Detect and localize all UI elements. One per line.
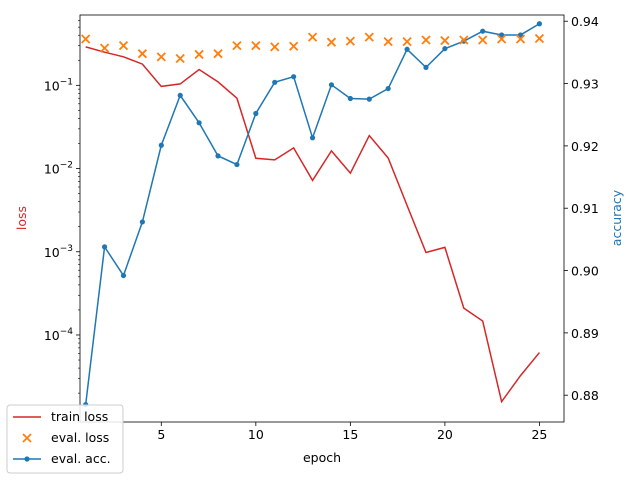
eval-acc-point <box>309 135 316 141</box>
eval-loss-marker <box>156 52 166 62</box>
y-right-tick-label: 0.92 <box>571 139 599 154</box>
eval-loss-marker <box>99 43 110 53</box>
eval-acc-point <box>499 32 505 38</box>
eval-acc-point <box>253 110 259 117</box>
legend: train loss eval. loss eval. acc. <box>6 404 124 474</box>
eval-loss-marker <box>402 36 412 47</box>
eval-acc-point <box>442 46 448 52</box>
eval-loss-marker <box>496 34 507 44</box>
eval-loss-marker <box>232 40 242 51</box>
eval-acc-point <box>536 21 543 27</box>
eval-acc-point <box>385 85 391 92</box>
eval-loss-marker <box>137 49 148 59</box>
eval-acc-point <box>347 95 353 102</box>
eval-acc-point <box>517 32 524 38</box>
eval-acc-point <box>177 92 183 99</box>
x-axis: 5 10 15 20 25 <box>157 422 547 442</box>
eval-loss-marker <box>118 40 129 51</box>
eval-loss-marker <box>213 49 223 59</box>
legend-eval-acc-label: eval. acc. <box>51 451 111 466</box>
eval-acc-point <box>196 120 202 126</box>
eval-loss-marker <box>307 32 318 42</box>
eval-acc-point <box>328 82 335 88</box>
y-left-tick-label: 10−3 <box>44 244 73 260</box>
eval-acc-point <box>101 244 108 250</box>
x-tick-label: 15 <box>342 427 358 442</box>
y-left-tick-label: 10−4 <box>44 327 73 343</box>
legend-eval-acc-swatch <box>13 456 41 462</box>
plot-area <box>79 14 565 423</box>
right-axis: 0.88 0.89 0.90 0.91 0.92 0.93 0.94 <box>564 14 599 403</box>
eval-loss-marker <box>459 35 469 45</box>
x-tick-label: 10 <box>248 427 264 442</box>
eval-loss-marker <box>534 33 545 44</box>
eval-loss-marker <box>440 35 450 46</box>
left-axis: 10−4 10−3 10−2 10−1 <box>44 20 80 423</box>
eval-loss-marker <box>421 35 431 45</box>
y-right-tick-label: 0.88 <box>571 388 599 403</box>
eval-loss-marker <box>289 41 299 51</box>
train-loss-line <box>85 46 541 404</box>
series-layer <box>81 21 545 408</box>
y-right-axis-title: accuracy <box>609 189 624 246</box>
legend-eval-loss-swatch <box>22 433 32 443</box>
eval-loss-marker <box>194 49 204 60</box>
y-left-tick-label: 10−1 <box>44 77 73 93</box>
y-left-axis-title: loss <box>14 206 29 230</box>
eval-acc-point <box>404 46 410 52</box>
eval-loss-marker <box>364 32 374 42</box>
eval-acc-point <box>120 272 127 279</box>
eval-loss-marker <box>478 35 488 45</box>
eval-loss-marker <box>383 36 393 47</box>
eval-acc-point <box>272 79 278 85</box>
y-left-tick-label: 10−2 <box>44 161 73 177</box>
x-axis-title: epoch <box>303 450 341 465</box>
eval-acc-point <box>234 161 240 168</box>
legend-train-loss-label: train loss <box>51 409 108 424</box>
eval-loss-marker <box>345 36 355 46</box>
eval-loss-marker <box>270 42 280 52</box>
eval-acc-point <box>366 96 372 102</box>
eval-loss-marker <box>81 34 91 44</box>
eval-acc-point <box>423 64 429 70</box>
y-right-tick-label: 0.91 <box>571 201 599 216</box>
eval-acc-point <box>215 153 221 159</box>
x-tick-label: 5 <box>157 427 165 442</box>
x-tick-label: 20 <box>437 427 453 442</box>
eval-loss-marker <box>515 34 526 44</box>
eval-acc-point <box>158 142 164 148</box>
y-right-tick-label: 0.89 <box>571 326 599 341</box>
eval-loss-marker <box>326 37 337 47</box>
legend-eval-loss-label: eval. loss <box>51 430 109 445</box>
eval-acc-point <box>291 74 297 80</box>
legend-box <box>6 404 124 474</box>
eval-acc-line <box>84 23 540 405</box>
x-tick-label: 25 <box>531 427 547 442</box>
y-right-tick-label: 0.94 <box>571 14 599 29</box>
eval-loss-marker <box>175 53 185 64</box>
eval-acc-point <box>139 219 145 225</box>
y-right-tick-label: 0.90 <box>571 264 599 279</box>
y-right-tick-label: 0.93 <box>571 77 599 92</box>
eval-loss-marker <box>251 40 261 51</box>
eval-acc-point <box>480 28 486 34</box>
